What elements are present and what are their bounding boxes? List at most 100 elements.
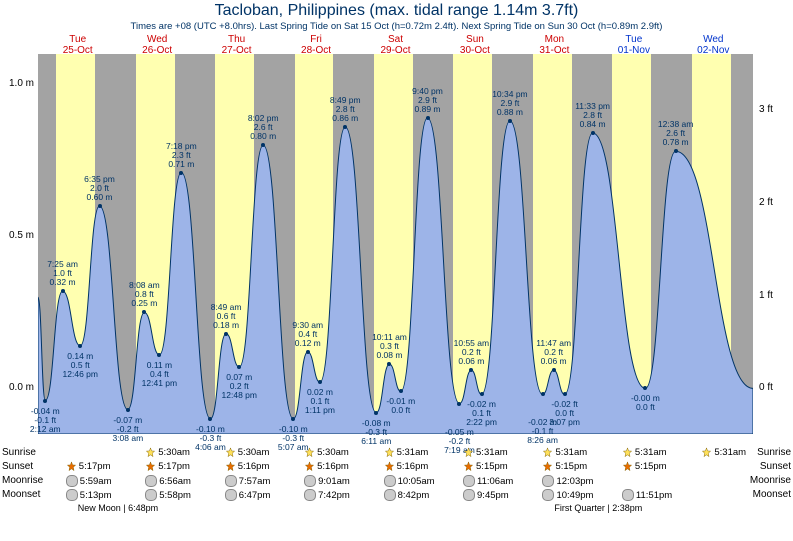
- tide-point: [399, 389, 403, 393]
- moonset-cell: 10:49pm: [542, 489, 593, 501]
- row-label-moonrise: Moonrise: [2, 475, 43, 486]
- tide-point-label: 10:34 pm2.9 ft0.88 m: [492, 90, 527, 117]
- tide-point: [224, 332, 228, 336]
- y-axis-left: 0.0 m 0.5 m 1.0 m: [4, 54, 34, 434]
- moonrise-cell: 5:59am: [66, 475, 112, 487]
- tide-point-label: -0.07 m-0.2 ft3:08 am: [112, 416, 143, 443]
- y-tick-left: 1.0 m: [4, 78, 34, 89]
- moon-phase-note: First Quarter | 2:38pm: [554, 503, 642, 513]
- tide-point: [261, 143, 265, 147]
- tide-point: [78, 344, 82, 348]
- tide-point-label: 10:11 am0.3 ft0.08 m: [372, 333, 407, 360]
- tide-point: [208, 417, 212, 421]
- sunrise-cell: 5:30am: [225, 447, 270, 458]
- tide-point-label: 10:55 am0.2 ft0.06 m: [454, 339, 489, 366]
- sunset-cell: 5:15pm: [463, 461, 508, 472]
- tide-point-label: -0.02 ft0.0 ft3:07 pm: [549, 400, 580, 427]
- sunset-cell: 5:15pm: [622, 461, 667, 472]
- tide-point-label: 0.14 m0.5 ft12:46 pm: [63, 352, 98, 379]
- tide-point-label: 9:30 am0.4 ft0.12 m: [292, 321, 323, 348]
- y-tick-right: 1 ft: [759, 290, 789, 301]
- y-tick-left: 0.0 m: [4, 382, 34, 393]
- sunset-cell: 5:16pm: [384, 461, 429, 472]
- tide-point: [157, 353, 161, 357]
- row-label-sunrise: Sunrise: [2, 447, 36, 458]
- day-label: Thu27-Oct: [197, 34, 276, 56]
- moonset-cell: 11:51pm: [622, 489, 672, 501]
- tide-point-label: 7:18 pm2.3 ft0.71 m: [166, 142, 197, 169]
- tide-point-label: 0.07 m0.2 ft12:48 pm: [222, 373, 257, 400]
- tide-point: [674, 149, 678, 153]
- y-axis-right: 0 ft1 ft2 ft3 ft: [759, 54, 789, 434]
- tide-point: [374, 411, 378, 415]
- tide-point-label: -0.00 m0.0 ft: [631, 394, 660, 412]
- tide-point: [563, 392, 567, 396]
- day-label: Fri28-Oct: [276, 34, 355, 56]
- tide-point: [426, 116, 430, 120]
- tide-point-label: 8:08 am0.8 ft0.25 m: [129, 281, 160, 308]
- tide-point: [291, 417, 295, 421]
- sunrise-cell: 5:30am: [145, 447, 190, 458]
- tide-point-label: 8:02 pm2.6 ft0.80 m: [248, 114, 279, 141]
- tide-point-label: 9:40 pm2.9 ft0.89 m: [412, 87, 443, 114]
- moon-phase-note: New Moon | 6:48pm: [78, 503, 158, 513]
- day-label: Wed26-Oct: [117, 34, 196, 56]
- tide-point: [237, 365, 241, 369]
- tide-point-label: -0.02 m0.1 ft2:22 pm: [466, 400, 497, 427]
- tide-point-label: -0.10 m-0.3 ft4:06 am: [195, 425, 226, 452]
- moonrise-cell: 7:57am: [225, 475, 271, 487]
- tide-point-label: 8:49 pm2.8 ft0.86 m: [330, 96, 361, 123]
- tide-point: [142, 310, 146, 314]
- row-label-sunset: Sunset: [2, 461, 33, 472]
- sunrise-cell: 5:31am: [622, 447, 667, 458]
- tide-point-label: 11:47 am0.2 ft0.06 m: [536, 339, 571, 366]
- tide-point-label: 12:38 am2.6 ft0.78 m: [658, 120, 693, 147]
- tide-point-label: -0.01 m0.0 ft: [386, 397, 415, 415]
- y-tick-right: 2 ft: [759, 197, 789, 208]
- tide-point: [643, 386, 647, 390]
- chart-subtitle: Times are +08 (UTC +8.0hrs). Last Spring…: [0, 21, 793, 32]
- tide-point: [541, 392, 545, 396]
- row-label-moonset-right: Moonset: [753, 489, 791, 500]
- tide-point-label: 7:25 am1.0 ft0.32 m: [47, 260, 78, 287]
- tide-point-label: 0.11 m0.4 ft12:41 pm: [142, 361, 177, 388]
- sunrise-cell: 5:31am: [701, 447, 746, 458]
- sunset-cell: 5:17pm: [145, 461, 190, 472]
- moonset-cell: 5:13pm: [66, 489, 112, 501]
- sunrise-cell: 5:30am: [304, 447, 349, 458]
- sunset-cell: 5:16pm: [225, 461, 270, 472]
- tide-point: [318, 380, 322, 384]
- tide-point: [343, 125, 347, 129]
- y-tick-left: 0.5 m: [4, 230, 34, 241]
- tide-point: [61, 289, 65, 293]
- tide-point-label: 0.02 m0.1 ft1:11 pm: [305, 388, 335, 415]
- chart-title: Tacloban, Philippines (max. tidal range …: [0, 2, 793, 20]
- moonrise-cell: 12:03pm: [542, 475, 593, 487]
- tide-point: [508, 119, 512, 123]
- moonset-cell: 7:42pm: [304, 489, 350, 501]
- day-label: Sat29-Oct: [356, 34, 435, 56]
- tide-point-label: 6:35 pm2.0 ft0.60 m: [84, 175, 115, 202]
- tide-point: [480, 392, 484, 396]
- day-label: Sun30-Oct: [435, 34, 514, 56]
- day-label: Mon31-Oct: [515, 34, 594, 56]
- day-label: Tue25-Oct: [38, 34, 117, 56]
- tide-point-label: 8:49 am0.6 ft0.18 m: [211, 303, 242, 330]
- tide-point: [98, 204, 102, 208]
- tide-point-label: -0.08 m-0.3 ft6:11 am: [361, 419, 391, 446]
- sunset-cell: 5:16pm: [304, 461, 349, 472]
- tide-point: [43, 399, 47, 403]
- tide-point: [469, 368, 473, 372]
- moonrise-cell: 11:06am: [463, 475, 513, 487]
- row-label-moonrise-right: Moonrise: [750, 475, 791, 486]
- tide-point: [179, 171, 183, 175]
- tide-point: [552, 368, 556, 372]
- sunset-cell: 5:15pm: [542, 461, 587, 472]
- sunrise-cell: 5:31am: [384, 447, 429, 458]
- tide-point: [126, 408, 130, 412]
- day-label: Wed02-Nov: [674, 34, 753, 56]
- moonrise-cell: 6:56am: [145, 475, 191, 487]
- tide-point-label: 11:33 pm2.8 ft0.84 m: [575, 102, 610, 129]
- moonset-cell: 6:47pm: [225, 489, 271, 501]
- tide-point: [387, 362, 391, 366]
